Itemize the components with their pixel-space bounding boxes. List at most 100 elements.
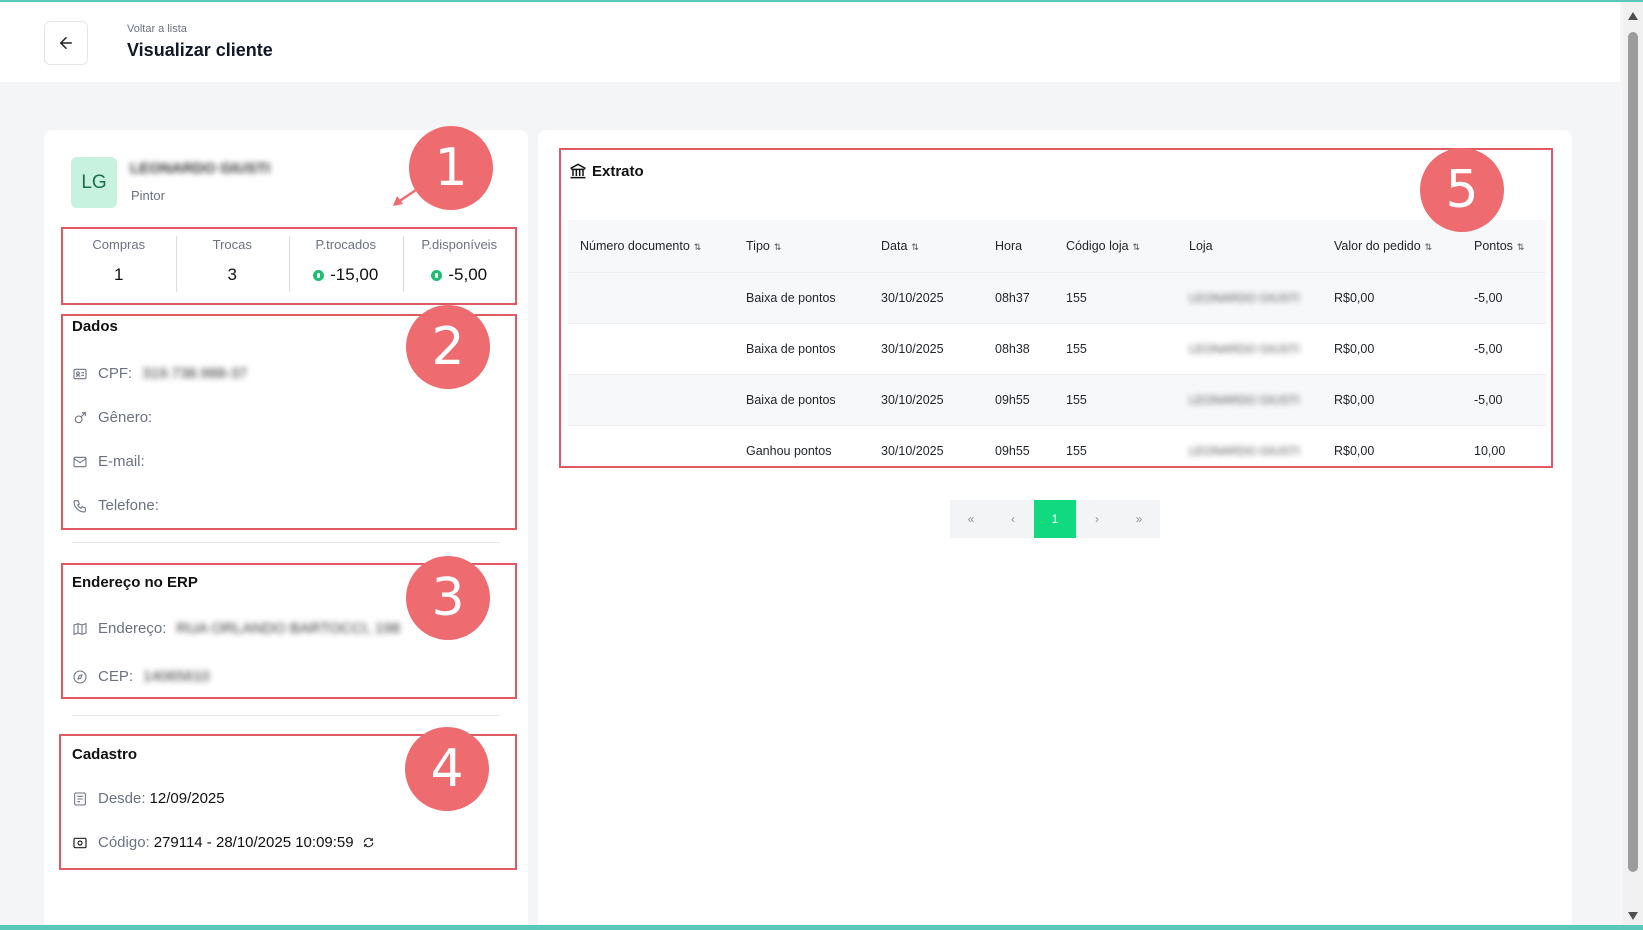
desde-label: Desde:: [98, 790, 146, 807]
cell-pontos: -5,00: [1474, 393, 1503, 407]
pagination: « ‹ 1 › »: [950, 500, 1160, 538]
section-title-cadastro: Cadastro: [72, 746, 138, 763]
map-icon: [73, 622, 87, 635]
annotation-box-4: [59, 734, 517, 870]
extrato-title-text: Extrato: [592, 162, 644, 180]
divider: [72, 715, 500, 716]
stat-pontos-trocados: P.trocados -15,00: [289, 228, 403, 304]
section-title-dados: Dados: [72, 318, 118, 335]
annotation-box-2: [61, 314, 517, 530]
codigo-row: Código: 279114 - 28/10/2025 10:09:59: [72, 834, 375, 851]
cell-hora: 09h55: [995, 444, 1030, 458]
sort-icon: ⇅: [911, 242, 919, 252]
cell-loja: LEONARDO GIUSTI: [1189, 291, 1300, 305]
cell-codigo: 155: [1066, 342, 1087, 356]
arrow-left-icon: [60, 37, 72, 49]
cell-codigo: 155: [1066, 291, 1087, 305]
col-data[interactable]: Data ⇅: [881, 239, 919, 253]
telefone-label: Telefone:: [98, 497, 159, 514]
col-codigo-loja[interactable]: Código loja ⇅: [1066, 239, 1141, 253]
cell-pontos: -5,00: [1474, 342, 1503, 356]
genero-label: Gênero:: [98, 409, 153, 426]
cell-hora: 08h37: [995, 291, 1030, 305]
cpf-row: CPF: 319.738.988-37: [72, 365, 247, 382]
email-label: E-mail:: [98, 453, 145, 470]
table-body: Baixa de pontos 30/10/2025 08h37 155 LEONARD…: [568, 272, 1546, 476]
annotation-badge: 2: [406, 305, 490, 389]
endereco-label: Endereço:: [98, 620, 167, 637]
annotation-badge: 1: [409, 126, 493, 210]
col-pontos[interactable]: Pontos ⇅: [1474, 239, 1525, 253]
endereco-value: RUA ORLANDO BARTOCCI, 198: [176, 620, 401, 637]
cell-loja: LEONARDO GIUSTI: [1189, 342, 1300, 356]
cep-row: CEP: 14065610: [72, 668, 210, 685]
cell-tipo: Baixa de pontos: [746, 342, 836, 356]
back-button[interactable]: [44, 21, 88, 65]
table-header: Número documento ⇅ Tipo ⇅ Data ⇅ Hora Códig…: [568, 220, 1546, 272]
desde-value: 12/09/2025: [149, 790, 225, 807]
stat-value: 3: [227, 265, 237, 284]
col-valor-pedido[interactable]: Valor do pedido ⇅: [1334, 239, 1433, 253]
stat-trocas: Trocas 3: [175, 228, 290, 304]
sort-icon: ⇅: [1132, 242, 1141, 252]
extrato-table: Número documento ⇅ Tipo ⇅ Data ⇅ Hora Códig…: [568, 220, 1546, 476]
cell-tipo: Ganhou pontos: [746, 444, 832, 458]
cell-tipo: Baixa de pontos: [746, 393, 836, 407]
col-numero-documento[interactable]: Número documento ⇅: [580, 239, 702, 253]
annotation-arrow: [393, 182, 426, 206]
cell-valor: R$0,00: [1334, 444, 1375, 458]
client-name: LEONARDO GIUSTI: [130, 160, 271, 177]
male-gender-icon: [74, 411, 86, 423]
mail-icon: [73, 456, 87, 467]
refresh-icon[interactable]: [362, 836, 375, 849]
table-row: Baixa de pontos 30/10/2025 09h55 155 LEONARD…: [568, 374, 1546, 425]
stat-value: 1: [114, 265, 124, 284]
stat-pontos-disponiveis: P.disponíveis -5,00: [402, 228, 517, 304]
pagination-last[interactable]: »: [1118, 500, 1160, 538]
sort-icon: ⇅: [1516, 242, 1525, 252]
cep-value: 14065610: [143, 668, 210, 685]
section-title-endereco: Endereço no ERP: [72, 574, 198, 591]
annotation-box-5: [559, 148, 1553, 468]
col-hora: Hora: [995, 239, 1023, 253]
annotation-badge: 5: [1420, 148, 1504, 232]
table-row: Ganhou pontos 30/10/2025 09h55 155 LEONARDO …: [568, 425, 1546, 476]
top-bar: Voltar a lista Visualizar cliente: [0, 2, 1620, 82]
pagination-prev[interactable]: ‹: [992, 500, 1034, 538]
cell-codigo: 155: [1066, 393, 1087, 407]
col-tipo[interactable]: Tipo ⇅: [746, 239, 782, 253]
pagination-page-1[interactable]: 1: [1034, 500, 1076, 538]
cpf-label: CPF:: [98, 365, 133, 382]
sort-icon: ⇅: [1424, 242, 1433, 252]
compass-icon: [73, 669, 87, 684]
cell-data: 30/10/2025: [881, 393, 944, 407]
stat-value: -15,00: [330, 265, 379, 284]
extrato-card: Extrato Número documento ⇅ Tipo ⇅ Data ⇅ Ho…: [538, 130, 1572, 930]
scroll-up-icon[interactable]: [1628, 12, 1638, 20]
genero-row: Gênero:: [72, 409, 152, 426]
scroll-thumb[interactable]: [1628, 32, 1638, 872]
cpf-value: 319.738.988-37: [142, 365, 248, 382]
pagination-first[interactable]: «: [950, 500, 992, 538]
cell-pontos: -5,00: [1474, 291, 1503, 305]
telefone-row: Telefone:: [72, 497, 159, 514]
calendar-form-icon: [74, 791, 86, 806]
stat-compras: Compras 1: [62, 228, 176, 304]
pagination-next[interactable]: ›: [1076, 500, 1118, 538]
page-title: Visualizar cliente: [127, 40, 273, 60]
sort-icon: ⇅: [693, 242, 702, 252]
cell-loja: LEONARDO GIUSTI: [1189, 444, 1300, 458]
scroll-down-icon[interactable]: [1628, 912, 1638, 920]
id-card-icon: [73, 368, 87, 379]
phone-icon: [73, 499, 86, 513]
breadcrumb[interactable]: Voltar a lista: [127, 23, 187, 35]
cell-pontos: 10,00: [1474, 444, 1506, 458]
cell-tipo: Baixa de pontos: [746, 291, 836, 305]
vertical-scrollbar[interactable]: [1623, 2, 1643, 930]
cell-valor: R$0,00: [1334, 342, 1375, 356]
sort-icon: ⇅: [773, 242, 782, 252]
stats-bar: Compras 1 Trocas 3 P.trocados -15,00 P.d…: [62, 228, 516, 304]
endereco-row: Endereço: RUA ORLANDO BARTOCCI, 198: [72, 620, 400, 637]
cell-codigo: 155: [1066, 444, 1087, 458]
cell-valor: R$0,00: [1334, 291, 1375, 305]
